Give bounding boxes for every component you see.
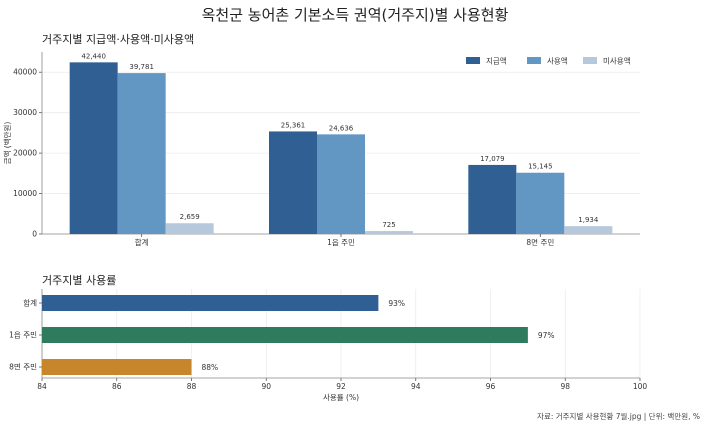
bar-used — [317, 134, 365, 234]
y-axis-label: 금액 (백만원) — [2, 122, 12, 165]
legend-swatch — [466, 57, 480, 64]
x-tick-label: 합계 — [135, 237, 149, 247]
legend-label: 지급액 — [486, 56, 507, 66]
x-tick-label: 100 — [633, 382, 648, 391]
bar-data-label: 1,934 — [578, 216, 599, 224]
x-tick-label: 86 — [112, 382, 122, 391]
bar-chart-title: 거주지별 지급액·사용액·미사용액 — [42, 33, 194, 46]
bar-data-label: 17,079 — [480, 155, 505, 163]
y-tick-label: 0 — [32, 230, 37, 239]
rate-bar — [42, 295, 379, 311]
bar-used — [117, 73, 166, 234]
x-tick-label: 96 — [486, 382, 496, 391]
bar-data-label: 39,781 — [129, 63, 154, 71]
bar-chart: 0 10000 20000 30000 40000 금액 (백만원) 42,440 39,78… — [2, 52, 640, 247]
rate-data-label: 88% — [202, 363, 219, 372]
x-tick-label: 88 — [187, 382, 197, 391]
bar-unused — [365, 231, 413, 234]
x-tick-label: 92 — [336, 382, 346, 391]
page-title: 옥천군 농어촌 기본소득 권역(거주지)별 사용현황 — [201, 6, 509, 24]
y-tick-label: 1읍 주민 — [9, 330, 37, 340]
bar-payment — [69, 62, 118, 235]
y-tick-label: 10000 — [13, 189, 37, 198]
x-tick-label: 98 — [560, 382, 570, 391]
x-tick-label: 84 — [37, 382, 47, 391]
y-tick-label: 8면 주민 — [9, 362, 37, 372]
y-tick-label: 30000 — [13, 108, 37, 117]
bar-data-label: 15,145 — [528, 163, 553, 171]
y-tick-label: 40000 — [13, 68, 37, 77]
legend-swatch — [583, 57, 597, 64]
bar-payment — [468, 164, 517, 234]
bar-unused — [564, 226, 613, 234]
bar-data-label: 24,636 — [329, 124, 354, 132]
bar-data-label: 42,440 — [81, 52, 106, 60]
x-tick-label: 8면 주민 — [526, 237, 554, 247]
legend-label: 미사용액 — [603, 56, 631, 66]
bar-data-label: 25,361 — [281, 121, 306, 129]
rate-bar — [42, 359, 192, 375]
footnote: 자료: 거주지별 사용현황 7월.jpg | 단위: 백만원, % — [537, 412, 700, 421]
bar-payment — [269, 131, 317, 234]
rate-bar — [42, 327, 528, 343]
x-tick-label: 90 — [261, 382, 271, 391]
bar-unused — [165, 223, 214, 234]
bar-used — [516, 172, 565, 234]
rate-chart: 84 86 88 90 92 94 96 98 100 사용률 (%) 93% 합계 97% 1읍 주민 8… — [9, 289, 647, 402]
x-axis-label: 사용률 (%) — [323, 393, 359, 402]
x-tick-label: 94 — [411, 382, 421, 391]
legend-swatch — [527, 57, 541, 64]
legend-label: 사용액 — [547, 56, 568, 66]
y-tick-label: 20000 — [13, 149, 37, 158]
x-tick-label: 1읍 주민 — [327, 237, 355, 247]
rate-data-label: 97% — [538, 331, 555, 340]
rate-data-label: 93% — [388, 299, 405, 308]
bar-data-label: 2,659 — [180, 213, 200, 221]
rate-chart-title: 거주지별 사용률 — [42, 274, 116, 287]
bar-data-label: 725 — [382, 221, 395, 229]
y-tick-label: 합계 — [23, 298, 37, 308]
